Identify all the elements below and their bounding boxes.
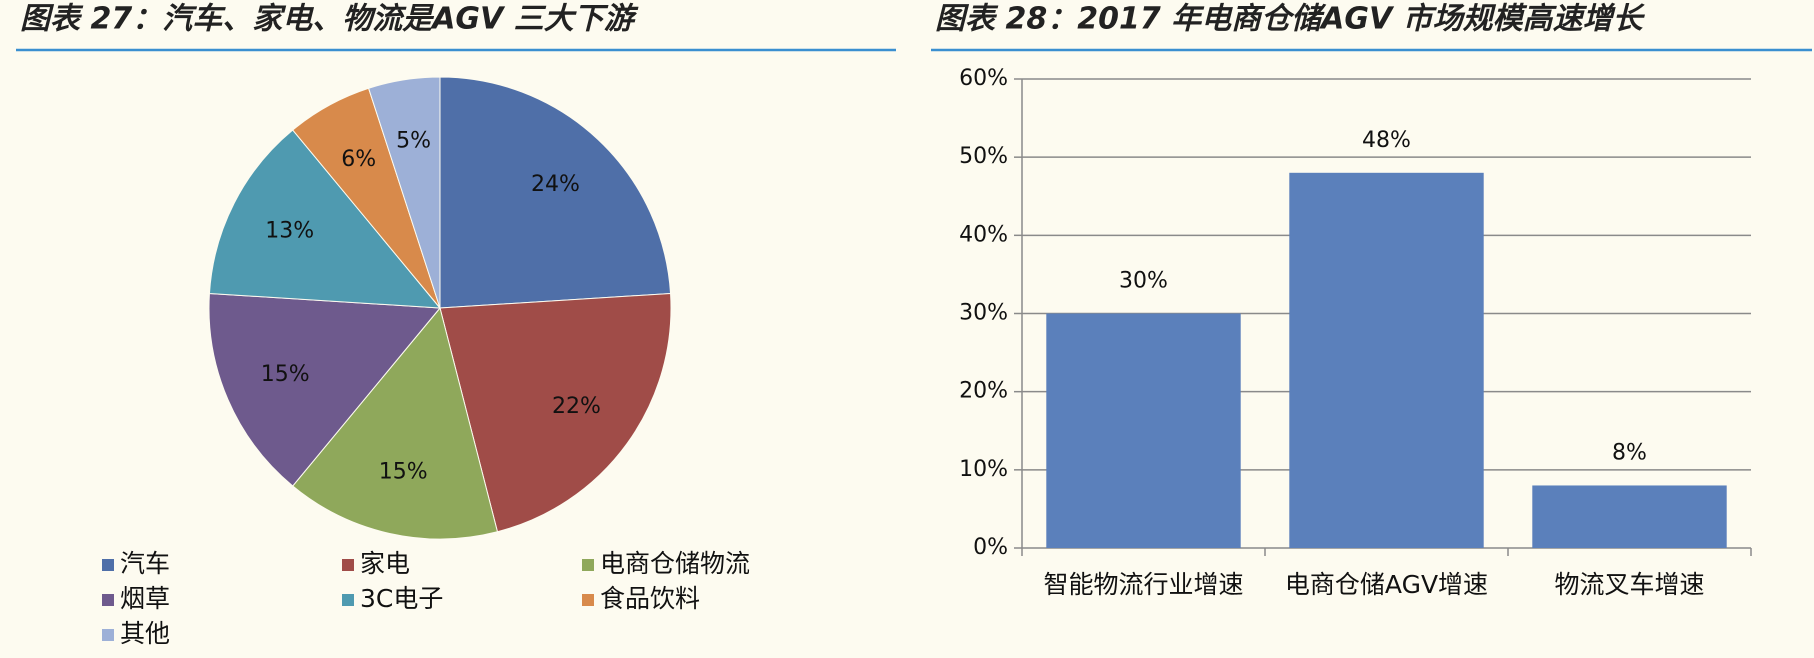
- legend-swatch: [582, 594, 594, 606]
- legend-swatch: [582, 559, 594, 571]
- x-tick-label: 电商仓储AGV增速: [1285, 570, 1488, 599]
- legend-label: 汽车: [120, 549, 170, 578]
- x-tick-label: 智能物流行业增速: [1043, 570, 1243, 599]
- legend-label: 食品饮料: [600, 584, 700, 613]
- y-tick-label: 60%: [959, 66, 1008, 91]
- pie-slice: [208, 129, 442, 309]
- data-label: 48%: [1362, 128, 1411, 153]
- legend-label: 烟草: [120, 584, 170, 613]
- legend-label: 其他: [120, 619, 170, 648]
- legend-swatch: [342, 559, 354, 571]
- y-tick-label: 0%: [973, 535, 1008, 560]
- data-label: 5%: [396, 128, 431, 153]
- pie-slice: [367, 76, 441, 309]
- y-tick-label: 40%: [959, 222, 1008, 247]
- chart-title: 图表 27：汽车、家电、物流是AGV 三大下游: [20, 2, 639, 37]
- legend-swatch: [102, 594, 114, 606]
- data-label: 15%: [379, 460, 428, 485]
- pie-slice: [208, 292, 442, 487]
- x-tick-label: 物流叉车增速: [1554, 570, 1704, 599]
- legend-swatch: [102, 629, 114, 641]
- y-tick-label: 20%: [959, 379, 1008, 404]
- legend-label: 电商仓储物流: [600, 549, 750, 578]
- y-tick-label: 10%: [959, 457, 1008, 482]
- bar: [1046, 313, 1241, 548]
- data-label: 22%: [552, 394, 601, 419]
- bar: [1289, 172, 1484, 549]
- pie-slice: [439, 76, 672, 309]
- legend-label: 家电: [360, 549, 410, 578]
- pie-slice: [292, 306, 499, 540]
- y-tick-label: 50%: [959, 144, 1008, 169]
- pie-slice: [439, 292, 672, 533]
- data-label: 15%: [261, 362, 310, 387]
- chart-title: 图表 28：2017 年电商仓储AGV 市场规模高速增长: [935, 2, 1646, 37]
- legend-swatch: [102, 559, 114, 571]
- data-label: 30%: [1119, 269, 1168, 294]
- data-label: 13%: [265, 218, 314, 243]
- legend-swatch: [342, 594, 354, 606]
- y-tick-label: 30%: [959, 301, 1008, 326]
- bar: [1532, 485, 1727, 548]
- data-label: 6%: [341, 147, 376, 172]
- data-label: 24%: [531, 172, 580, 197]
- legend-label: 3C电子: [360, 584, 443, 613]
- data-label: 8%: [1612, 440, 1647, 465]
